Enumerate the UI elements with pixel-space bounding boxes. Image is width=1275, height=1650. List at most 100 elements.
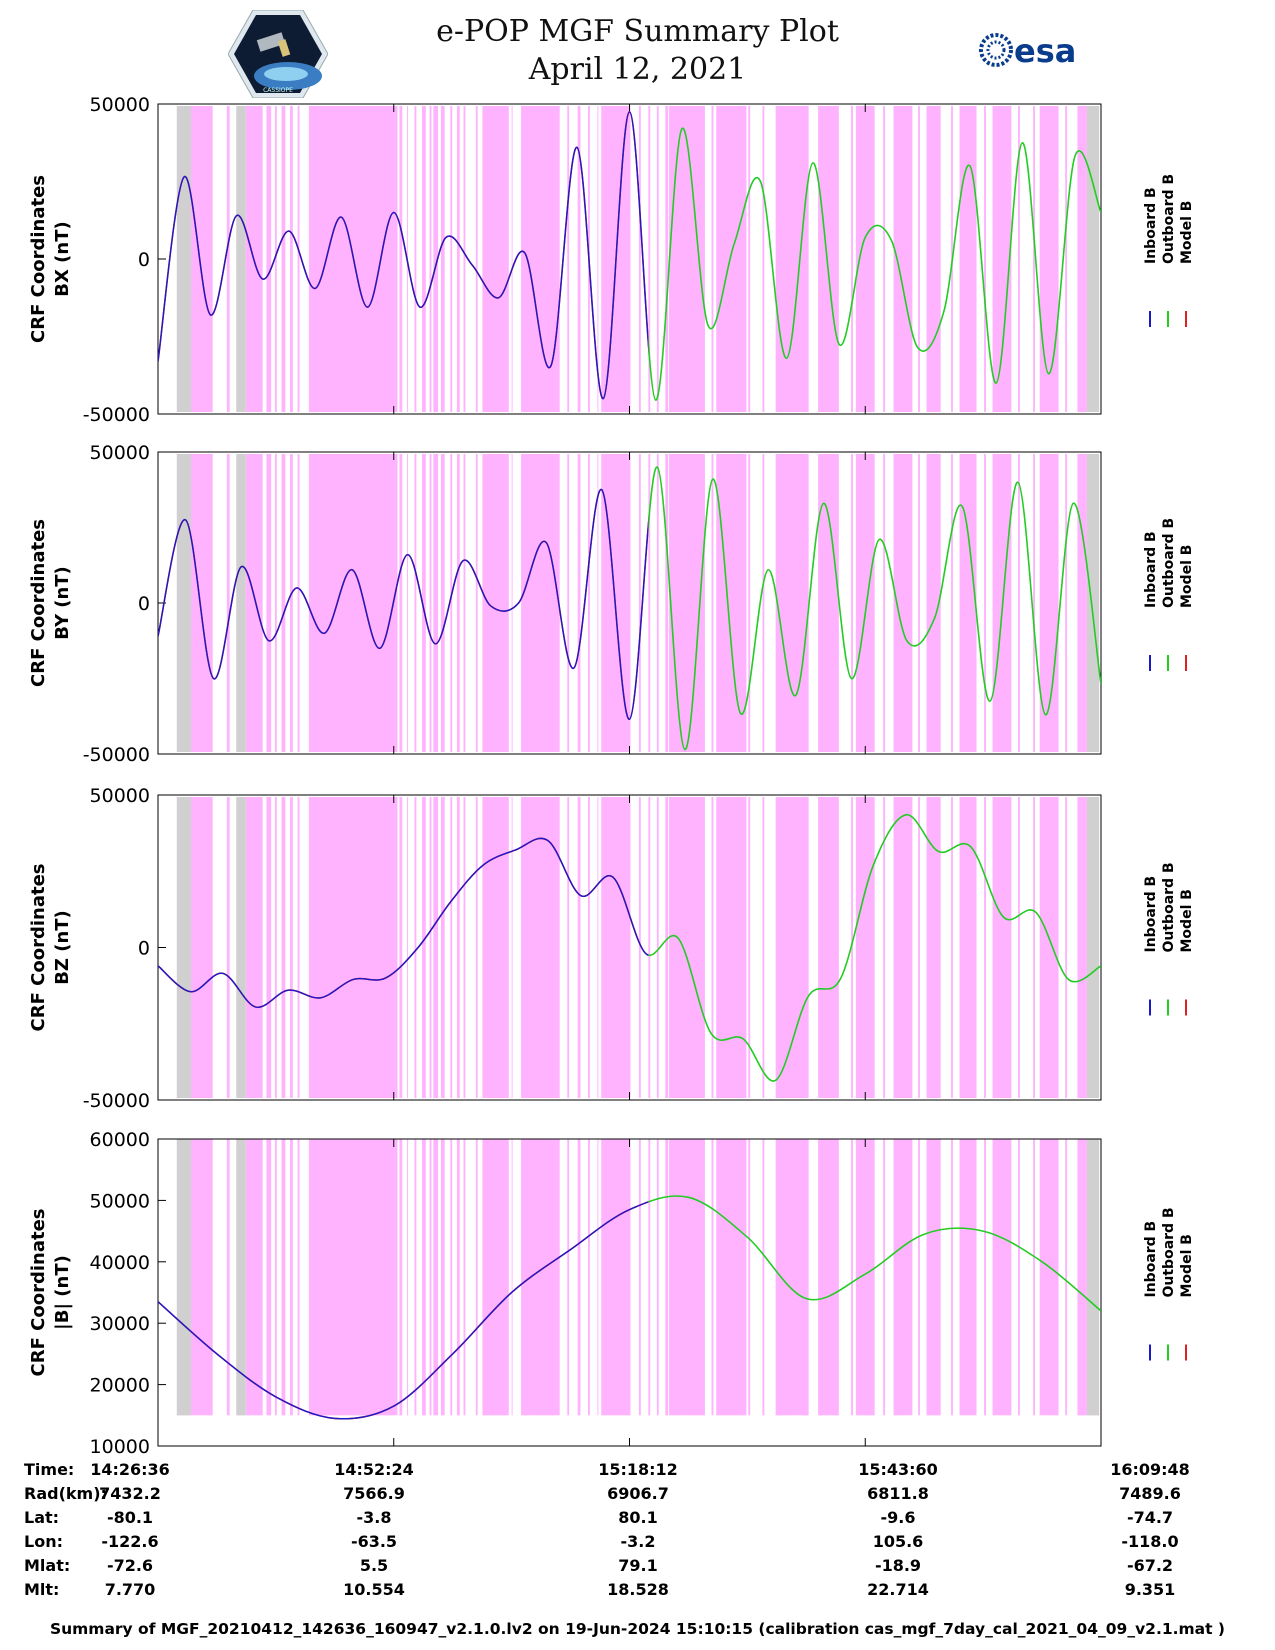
magenta-band — [648, 1139, 651, 1416]
chart-date: April 12, 2021 — [528, 52, 747, 87]
magenta-band — [501, 797, 504, 1098]
magenta-band — [628, 106, 631, 412]
magenta-band — [281, 454, 286, 752]
magenta-band — [762, 797, 765, 1098]
magenta-band — [1018, 106, 1020, 412]
magenta-band — [354, 797, 360, 1098]
magenta-band — [776, 1139, 779, 1416]
magenta-band — [245, 797, 263, 1098]
magenta-band — [524, 1139, 527, 1416]
magenta-band — [1078, 106, 1084, 412]
magenta-band — [608, 1139, 610, 1416]
magenta-band — [665, 797, 669, 1098]
gray-band — [236, 454, 246, 752]
magenta-band — [776, 797, 779, 1098]
row-value: 7566.9 — [343, 1484, 405, 1503]
magenta-band — [934, 797, 936, 1098]
gray-band — [176, 106, 192, 412]
y-tick-label: 50000 — [90, 1190, 150, 1212]
magenta-band — [308, 797, 315, 1098]
row-value: 105.6 — [872, 1532, 924, 1551]
magenta-band — [369, 797, 372, 1098]
magenta-band — [1049, 1139, 1052, 1416]
row-value: -9.6 — [880, 1508, 916, 1527]
magenta-band — [290, 797, 293, 1098]
magenta-band — [867, 454, 870, 752]
magenta-band — [711, 797, 714, 1098]
esa-logo: esa — [978, 32, 1088, 72]
magenta-band — [550, 106, 554, 412]
magenta-band — [414, 1139, 417, 1416]
panel-2: 50000 0 -50000 CRF Coordinates BY (nT) Inboar… — [28, 442, 1195, 766]
magenta-band — [951, 797, 953, 1098]
magenta-band — [422, 106, 426, 412]
legend-label: Model B — [1179, 545, 1195, 608]
magenta-band — [317, 454, 320, 752]
legend-label: Outboard B — [1161, 518, 1177, 608]
legend-label: Inboard B — [1143, 187, 1159, 264]
magenta-band — [716, 106, 747, 412]
magenta-band — [483, 454, 509, 752]
legend-label: Inboard B — [1143, 876, 1159, 953]
magenta-band — [341, 797, 345, 1098]
magenta-band — [354, 454, 360, 752]
magenta-band — [951, 454, 953, 752]
y-tick-label: 0 — [138, 593, 150, 615]
magenta-band — [369, 1139, 372, 1416]
magenta-band — [775, 106, 809, 412]
row-value: -80.1 — [106, 1508, 154, 1527]
magenta-band — [1049, 454, 1052, 752]
magenta-band — [274, 1139, 277, 1416]
magenta-band — [550, 797, 554, 1098]
magenta-band — [414, 454, 417, 752]
magenta-band — [483, 797, 509, 1098]
magenta-band — [363, 797, 366, 1098]
magenta-band — [638, 797, 641, 1098]
magenta-band — [456, 1139, 460, 1416]
row-label: Rad(km): — [24, 1484, 107, 1503]
magenta-band — [501, 1139, 504, 1416]
row-value: 14:52:24 — [334, 1460, 414, 1479]
legend-label: Inboard B — [1143, 531, 1159, 608]
magenta-band — [482, 797, 485, 1098]
gray-band — [1086, 1139, 1100, 1416]
magenta-band — [390, 454, 393, 752]
magenta-band — [1049, 797, 1052, 1098]
magenta-band — [317, 797, 320, 1098]
legend-label: Outboard B — [1161, 174, 1177, 264]
magenta-band — [819, 1139, 822, 1416]
gray-band — [236, 1139, 246, 1416]
magenta-band — [748, 454, 751, 752]
row-label: Lon: — [24, 1532, 63, 1551]
magenta-band — [638, 1139, 641, 1416]
row-label: Time: — [24, 1460, 75, 1479]
magenta-band — [967, 106, 969, 412]
magenta-band — [926, 797, 941, 1098]
magenta-band — [934, 1139, 936, 1416]
magenta-band — [984, 106, 986, 412]
gray-band — [1086, 797, 1100, 1098]
chart-title: e-POP MGF Summary Plot — [436, 14, 839, 49]
magenta-band — [699, 1139, 702, 1416]
magenta-band — [762, 1139, 765, 1416]
magenta-band — [245, 1139, 263, 1416]
magenta-band — [901, 797, 903, 1098]
magenta-band — [1033, 106, 1035, 412]
magenta-band — [687, 106, 690, 412]
magenta-band — [406, 797, 408, 1098]
magenta-band — [475, 1139, 478, 1416]
plot-header: CASSIOPE e-POP MGF Summary Plot April 12… — [0, 0, 1275, 99]
magenta-band — [463, 1139, 466, 1416]
magenta-band — [762, 454, 765, 752]
magenta-band — [883, 454, 886, 752]
row-value: -72.6 — [106, 1556, 154, 1575]
magenta-band — [577, 1139, 581, 1416]
y-axis-label: CRF Coordinates BY (nT) — [28, 519, 73, 687]
magenta-band — [538, 1139, 540, 1416]
mgf-summary-plots: 50000 0 -50000 CRF Coordinates BX (nT) Inboar… — [28, 94, 1195, 1458]
magenta-band — [511, 454, 513, 752]
magenta-band — [775, 797, 809, 1098]
magenta-band — [716, 797, 747, 1098]
magenta-band — [538, 106, 540, 412]
magenta-band — [918, 1139, 920, 1416]
